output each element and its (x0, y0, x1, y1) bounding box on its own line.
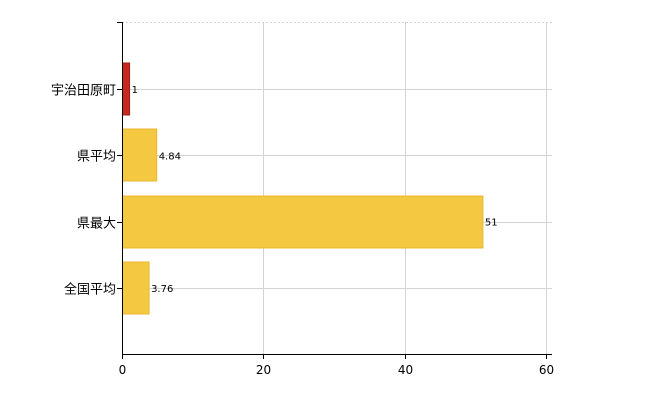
data-label-2: 4.84 (159, 151, 181, 162)
x-tick-label: 40 (398, 363, 413, 377)
x-tick-label: 0 (119, 363, 127, 377)
bar-1 (122, 62, 131, 116)
bars (122, 62, 484, 315)
category-label-1: 宇治田原町 (51, 84, 116, 99)
x-tick-label: 20 (256, 363, 271, 377)
bar-3 (122, 195, 484, 249)
category-label-4: 全国平均 (64, 282, 116, 298)
bar-2 (122, 128, 158, 182)
category-label-2: 県平均 (77, 150, 116, 165)
bar-4 (122, 261, 150, 315)
axes (117, 22, 552, 359)
data-label-1: 1 (132, 85, 138, 96)
category-label-3: 県最大 (77, 217, 116, 232)
data-label-3: 51 (485, 218, 498, 229)
grid (122, 22, 552, 354)
data-label-4: 3.76 (151, 284, 173, 295)
x-tick-label: 60 (539, 363, 554, 377)
